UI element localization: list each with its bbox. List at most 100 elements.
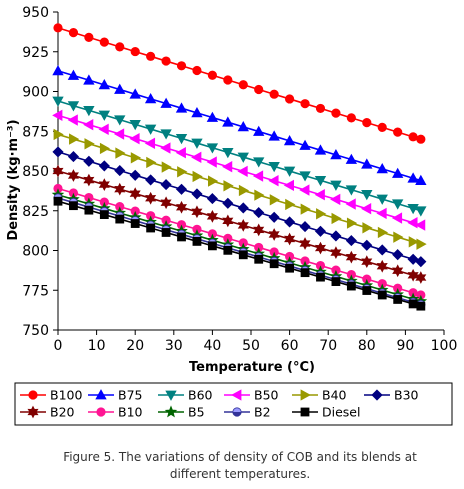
data-point [415,219,426,231]
legend-marker [164,405,178,418]
y-tick-label: 925 [22,45,49,61]
data-point [392,249,404,261]
data-point [177,232,186,242]
data-point [345,235,357,247]
data-point [299,237,311,250]
data-point [316,208,327,220]
data-point [83,119,94,131]
data-point [376,163,388,174]
series-layer [51,23,428,311]
data-point [416,134,426,144]
data-point [237,219,249,232]
data-point [145,174,157,186]
data-point [361,255,373,269]
data-point [253,207,265,219]
legend-item-b50: B50 [224,388,279,403]
legend-label: B2 [254,405,271,420]
data-point [253,157,265,168]
data-point [207,70,217,80]
data-point [331,108,341,118]
data-point [269,194,280,206]
data-point [175,183,188,195]
data-point [114,83,126,94]
data-point [392,264,404,278]
x-tick-label: 90 [396,338,414,354]
data-point [330,193,341,206]
x-tick-label: 100 [431,338,458,354]
data-point [52,146,64,158]
data-point [252,170,264,182]
data-point [345,185,358,196]
data-point [299,184,310,196]
data-point [99,142,111,155]
data-point [361,158,373,169]
data-point [268,130,280,141]
data-point [114,182,126,196]
data-point [314,241,326,255]
data-point [300,268,310,278]
data-point [393,231,404,243]
data-point [98,160,110,172]
density-temperature-chart: 0 10 20 30 40 50 60 70 80 90 100 750 775 800 825 850 87… [6,5,458,426]
data-point [161,161,172,173]
legend-item-b10: B10 [88,405,143,420]
legend-marker [96,407,106,417]
data-point [392,167,404,178]
x-tick-label: 60 [281,338,299,354]
data-point [415,271,427,284]
data-point [299,171,311,182]
data-point [284,232,296,246]
data-point [160,179,172,191]
legend-marker [165,390,177,401]
data-point [207,241,217,251]
data-point [160,129,172,140]
data-point [238,250,248,260]
y-tick-label: 775 [22,283,49,299]
data-point [160,97,172,108]
data-point [314,144,327,155]
data-point [206,156,217,168]
legend-box [14,382,453,426]
data-point [299,221,311,233]
data-point [253,223,265,237]
data-point [376,259,388,273]
y-axis-ticks: 750 775 800 825 850 875 900 925 950 [22,5,58,339]
data-point [84,205,94,215]
data-point [176,61,187,71]
data-point [360,203,372,215]
x-tick-label: 40 [203,338,221,354]
data-point [285,198,296,211]
data-point [144,93,157,104]
y-tick-label: 875 [22,124,49,140]
legend-item-b5: B5 [158,405,205,420]
data-point [129,187,141,201]
data-point [269,89,279,99]
data-point [52,96,64,107]
data-point [392,199,404,210]
data-point [191,107,203,118]
y-tick-label: 800 [22,244,49,260]
legend-label: Diesel [322,405,360,420]
legend-marker [300,407,310,417]
data-point [144,124,157,135]
data-point [130,46,140,57]
data-point [114,115,126,126]
data-point [269,259,279,269]
data-point [53,128,64,141]
data-point [316,272,325,282]
data-point [129,88,141,99]
data-point [407,268,419,282]
data-point [144,137,156,150]
data-point [346,113,356,123]
data-point [52,109,63,122]
legend-label: B5 [188,405,205,420]
data-point [222,147,234,159]
data-point [238,80,248,90]
data-point [222,197,234,209]
data-point [99,37,109,47]
data-point [253,125,265,136]
x-axis-ticks: 0 10 20 30 40 50 60 70 80 90 100 [54,330,458,354]
data-point [376,194,388,205]
data-point [68,28,79,38]
data-point [284,94,295,104]
